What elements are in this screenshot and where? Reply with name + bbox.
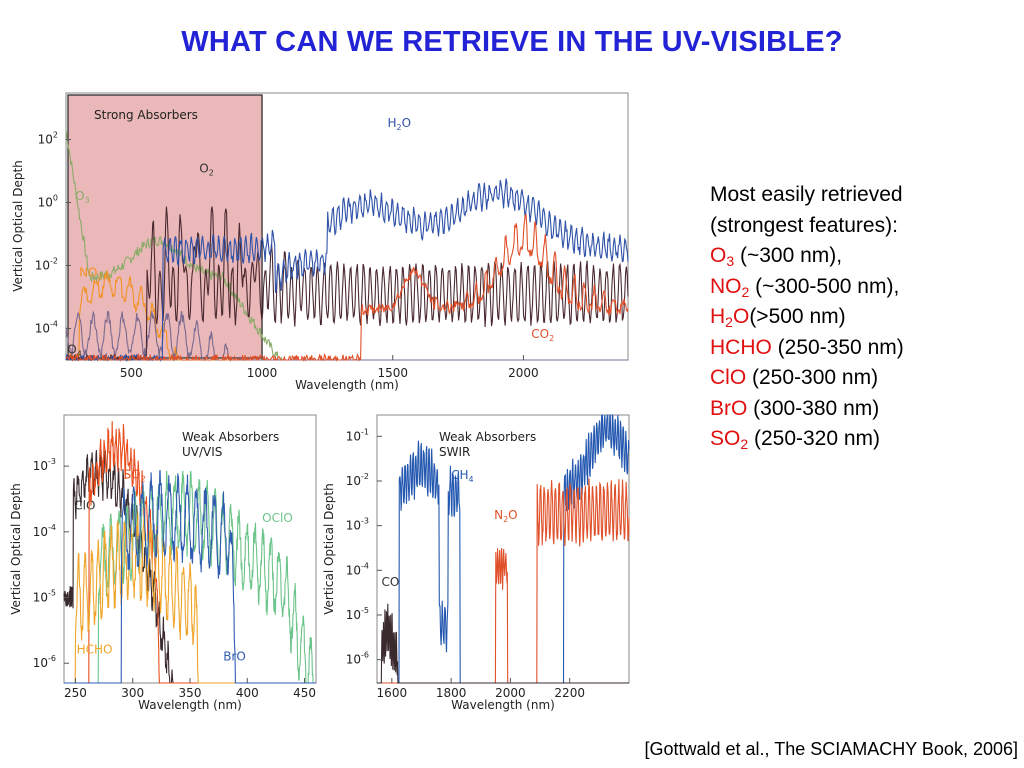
x-axis-label: Wavelength (nm) [138, 698, 242, 712]
y-tick-label: 102 [38, 131, 58, 147]
retrieval-notes: Most easily retrieved (strongest feature… [710, 180, 904, 455]
y-tick-label: 10-3 [346, 517, 369, 533]
y-tick-label: 10-6 [346, 651, 369, 667]
series-label-co2: CO2 [531, 327, 554, 343]
panel-subtitle: UV/VIS [182, 445, 222, 459]
x-axis-label: Wavelength (nm) [295, 378, 399, 392]
y-tick-label: 100 [38, 194, 58, 210]
note-h2o: H2O(>500 nm) [710, 305, 846, 330]
x-tick-label: 1500 [377, 366, 408, 380]
series-label-o4: O4 [67, 343, 82, 359]
x-tick-label: 400 [236, 686, 259, 700]
x-tick-label: 250 [64, 686, 87, 700]
series-label-co: CO [381, 575, 399, 589]
series-label-o2: O2 [199, 161, 214, 177]
y-tick-label: 10-3 [33, 457, 56, 473]
strong-absorbers-label: Strong Absorbers [94, 108, 198, 122]
series-label-o3: O3 [75, 189, 90, 205]
x-tick-label: 300 [121, 686, 144, 700]
y-tick-label: 10-2 [35, 257, 58, 273]
series-line-h2o [65, 178, 629, 363]
x-tick-label: 2000 [508, 366, 539, 380]
note-so2: SO2 (250-320 nm) [710, 427, 881, 452]
series-label-no2: NO2 [79, 265, 103, 281]
y-tick-label: 10-5 [33, 589, 56, 605]
note-hcho: HCHO (250-350 nm) [710, 335, 904, 359]
x-axis-label: Wavelength (nm) [451, 698, 555, 712]
plot-frame [376, 414, 630, 684]
series-label-h2o: H2O [388, 116, 412, 132]
panel-subtitle: SWIR [439, 445, 470, 459]
strong-absorbers-region [67, 94, 263, 359]
x-tick-label: 2200 [554, 686, 585, 700]
series-line-oclo [64, 470, 316, 684]
y-tick-label: 10-4 [33, 523, 56, 539]
series-label-clo: ClO [74, 498, 95, 512]
series-line-bro [64, 469, 316, 684]
notes-intro-line1: Most easily retrieved [710, 183, 903, 206]
series-label-ch4: CH4 [451, 468, 474, 484]
slide-title: WHAT CAN WE RETRIEVE IN THE UV-VISIBLE? [181, 26, 843, 58]
y-tick-label: 10-4 [346, 561, 369, 577]
note-clo: ClO (250-300 nm) [710, 366, 879, 389]
series-label-n2o: N2O [494, 508, 518, 524]
x-tick-label: 2000 [495, 686, 526, 700]
panel-title: Weak Absorbers [182, 430, 279, 444]
x-tick-label: 450 [293, 686, 316, 700]
notes-intro-line2: (strongest features): [710, 213, 898, 237]
y-tick-label: 10-5 [346, 606, 369, 622]
series-label-hcho: HCHO [77, 643, 113, 657]
x-tick-label: 1000 [247, 366, 278, 380]
y-tick-label: 10-2 [346, 472, 369, 488]
y-axis-label: Vertical Optical Depth [322, 483, 336, 614]
x-tick-label: 500 [120, 366, 143, 380]
chart-panel-top: Strong Absorbers O3 NO2 O4 O2 H2O CO2 500 1000 15… [11, 92, 629, 392]
note-o3: O3 (~300 nm), [710, 244, 843, 269]
y-tick-label: 10-6 [33, 654, 56, 670]
x-tick-label: 1800 [436, 686, 467, 700]
note-bro: BrO (300-380 nm) [710, 396, 880, 420]
series-line-o2 [65, 206, 629, 362]
y-tick-label: 10-4 [35, 320, 58, 336]
panel-title: Weak Absorbers [439, 430, 536, 444]
y-axis-label: Vertical Optical Depth [11, 160, 25, 291]
note-no2: NO2 (~300-500 nm), [710, 274, 900, 300]
series-label-so2: SO2 [124, 467, 146, 483]
citation: [Gottwald et al., The SCIAMACHY Book, 20… [644, 739, 1018, 759]
x-tick-label: 350 [179, 686, 202, 700]
x-tick-label: 1600 [377, 686, 408, 700]
y-axis-label: Vertical Optical Depth [9, 483, 23, 614]
series-line-co2 [65, 214, 629, 363]
y-tick-label: 10-1 [346, 427, 369, 443]
series-label-bro: BrO [223, 650, 246, 664]
series-line-ch4 [377, 414, 630, 684]
series-line-co [377, 603, 629, 684]
series-label-oclo: OClO [262, 511, 293, 525]
